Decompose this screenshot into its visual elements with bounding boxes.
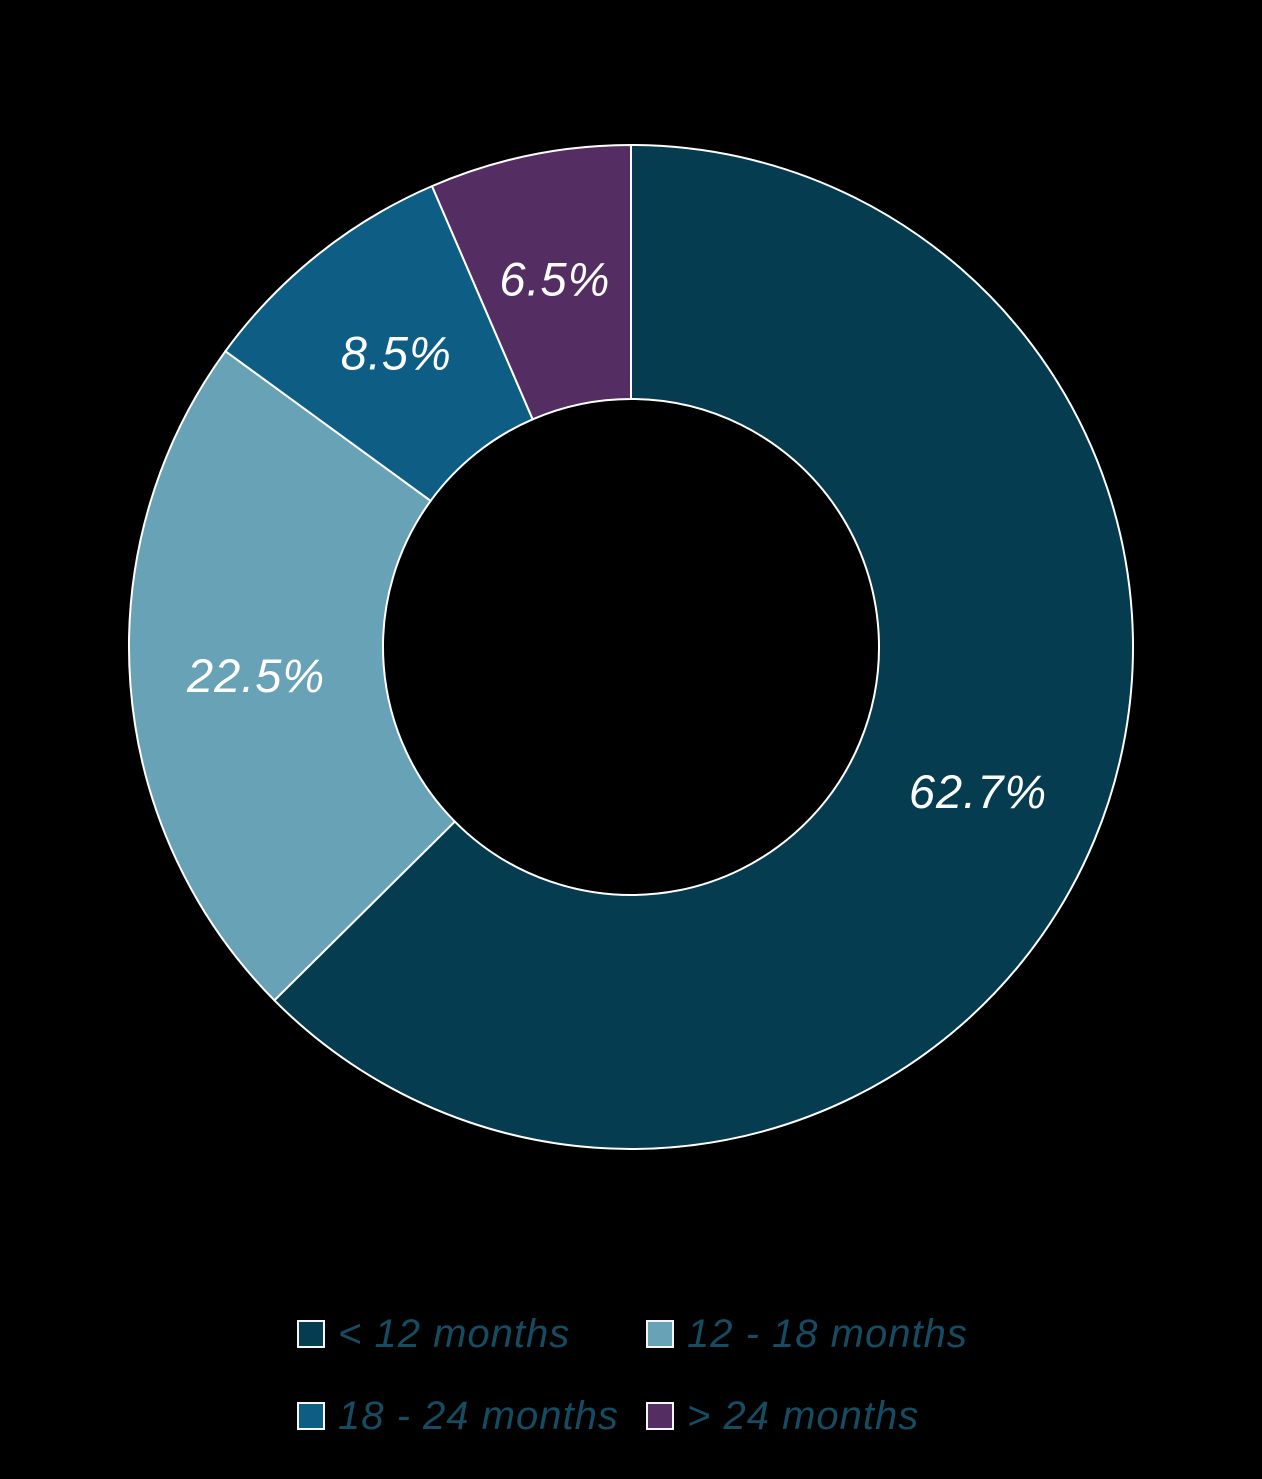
legend-item-18-24-months: 18 - 24 months [297, 1393, 646, 1439]
legend-swatch-gt-24-months [646, 1402, 674, 1430]
legend-label-gt-24-months: > 24 months [687, 1394, 920, 1438]
donut-chart: 62.7% 22.5% 8.5% 6.5% [128, 144, 1134, 1150]
slice-value-label-2: 8.5% [341, 327, 452, 380]
donut-slice-3 [431, 144, 632, 421]
legend-item-gt-24-months: > 24 months [646, 1393, 968, 1439]
legend-swatch-18-24-months [297, 1402, 325, 1430]
legend-label-12-18-months: 12 - 18 months [687, 1312, 968, 1356]
chart-legend: < 12 months 12 - 18 months 18 - 24 month… [297, 1311, 968, 1439]
legend-label-lt-12-months: < 12 months [338, 1312, 571, 1356]
legend-item-lt-12-months: < 12 months [297, 1311, 646, 1357]
slice-value-label-1: 22.5% [186, 649, 325, 702]
legend-label-18-24-months: 18 - 24 months [338, 1394, 619, 1438]
legend-swatch-lt-12-months [297, 1320, 325, 1348]
donut-slice-0 [273, 144, 1134, 1150]
slice-value-label-0: 62.7% [909, 765, 1047, 818]
legend-item-12-18-months: 12 - 18 months [646, 1311, 968, 1357]
donut-slice-1 [128, 350, 456, 1002]
slice-value-label-3: 6.5% [499, 252, 610, 305]
legend-swatch-12-18-months [646, 1320, 674, 1348]
